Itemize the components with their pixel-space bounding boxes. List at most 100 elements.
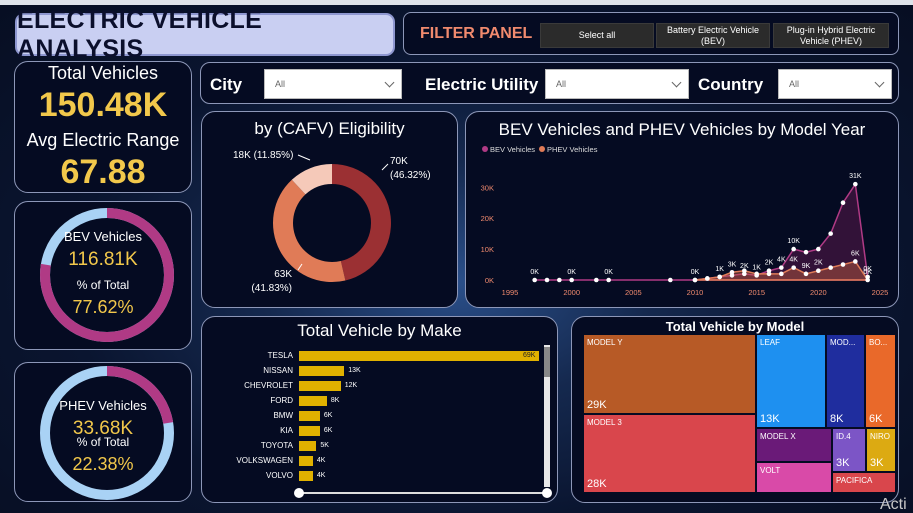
vertical-scrollbar-thumb[interactable]	[544, 347, 550, 377]
data-point[interactable]	[717, 274, 722, 280]
treemap-tile[interactable]: ID.4 3K	[832, 428, 866, 472]
vertical-scrollbar[interactable]	[544, 345, 550, 487]
donut-label-63k-pct: (41.83%)	[251, 283, 292, 294]
activation-watermark: Acti	[880, 496, 907, 513]
data-point[interactable]	[779, 265, 784, 270]
data-point[interactable]	[606, 277, 611, 283]
data-point[interactable]	[569, 277, 574, 283]
data-point[interactable]	[791, 246, 796, 252]
data-label: 6K	[851, 250, 860, 257]
make-bar-value: 6K	[323, 412, 333, 419]
data-point[interactable]	[692, 277, 698, 283]
make-bar[interactable]	[299, 456, 313, 466]
phev-area	[694, 260, 870, 281]
legend-marker-0	[482, 146, 488, 152]
make-bar[interactable]	[299, 351, 539, 361]
data-point[interactable]	[828, 231, 833, 236]
x-tick-label: 2020	[810, 288, 827, 297]
data-point[interactable]	[594, 277, 599, 283]
data-point[interactable]	[803, 271, 809, 277]
model-year-area-card: BEV Vehicles and PHEV Vehicles by Model …	[465, 111, 899, 308]
data-point[interactable]	[853, 181, 858, 187]
legend-label-1: PHEV Vehicles	[547, 145, 598, 154]
treemap-tile[interactable]: VOLT	[756, 462, 832, 493]
total-vehicles-value: 150.48K	[38, 86, 168, 124]
data-point[interactable]	[766, 271, 772, 277]
range-slider-start-handle[interactable]	[294, 488, 304, 498]
donut-slice-1[interactable]	[273, 179, 346, 282]
y-tick-label: 10K	[481, 245, 494, 254]
treemap-tile[interactable]: PACIFICA	[832, 472, 896, 493]
data-point[interactable]	[668, 277, 673, 283]
make-label: CHEVROLET	[244, 381, 293, 390]
make-bar[interactable]	[299, 381, 341, 391]
chevron-down-icon	[671, 77, 682, 88]
data-point[interactable]	[865, 277, 870, 283]
data-label: 0K	[567, 269, 576, 276]
make-bar[interactable]	[299, 426, 320, 436]
treemap-tile-value: 6K	[869, 413, 883, 425]
dashboard-title-text: ELECTRIC VEHICLE ANALYSIS	[17, 5, 263, 63]
data-point[interactable]	[816, 246, 821, 252]
treemap-tile[interactable]: MODEL 3 28K	[583, 414, 756, 493]
filter-panel-label: FILTER PANEL	[420, 25, 533, 42]
data-point[interactable]	[557, 277, 562, 283]
donut-slice-0[interactable]	[332, 164, 391, 281]
data-point[interactable]	[544, 277, 550, 283]
range-slider-end-handle[interactable]	[542, 488, 552, 498]
data-point[interactable]	[779, 271, 784, 277]
data-point[interactable]	[729, 269, 735, 275]
phev-card: PHEV Vehicles 33.68K % of Total 22.38%	[14, 362, 192, 502]
data-point[interactable]	[828, 265, 833, 270]
treemap-tile-name: NIRO	[870, 432, 890, 441]
make-label: VOLKSWAGEN	[236, 456, 293, 465]
horizontal-scrollbar[interactable]	[299, 492, 547, 494]
electric-utility-dropdown[interactable]: All	[545, 69, 689, 99]
data-label: 3K	[728, 261, 737, 268]
country-dropdown[interactable]: All	[778, 69, 892, 99]
city-dropdown[interactable]: All	[264, 69, 402, 99]
data-point[interactable]	[754, 271, 759, 277]
make-bar-value: 12K	[344, 382, 358, 389]
make-label: BMW	[273, 411, 293, 420]
y-tick-label: 20K	[481, 214, 494, 223]
make-bar[interactable]	[299, 396, 327, 406]
make-bar[interactable]	[299, 411, 320, 421]
data-label: 4K	[777, 257, 786, 264]
treemap-tile[interactable]: MODEL X	[756, 428, 832, 462]
model-year-area-chart: BEV Vehicles PHEV Vehicles 0K 10K 20K 30K 1995…	[481, 145, 889, 297]
data-point[interactable]	[840, 200, 846, 206]
chevron-down-icon	[874, 77, 885, 88]
data-point[interactable]	[532, 277, 537, 283]
donut-slice-2[interactable]	[291, 164, 332, 195]
avg-range-label: Avg Electric Range	[26, 130, 180, 150]
treemap-tile-value: 28K	[587, 478, 607, 490]
bev-area	[534, 182, 869, 281]
treemap-tile[interactable]: MOD... 8K	[826, 334, 865, 428]
data-point[interactable]	[840, 262, 846, 267]
filter-phev-button[interactable]: Plug-in Hybrid Electric Vehicle (PHEV)	[773, 23, 889, 48]
data-point[interactable]	[742, 268, 747, 274]
make-bar-title: Total Vehicle by Make	[297, 321, 462, 340]
treemap-tile-name: VOLT	[760, 466, 781, 475]
treemap-tile[interactable]: BO... 6K	[865, 334, 896, 428]
treemap-tile[interactable]: LEAF 13K	[756, 334, 826, 428]
make-bar[interactable]	[299, 366, 345, 376]
treemap-tile[interactable]: MODEL Y 29K	[583, 334, 756, 414]
data-point[interactable]	[803, 249, 809, 255]
make-bar-value: 13K	[348, 367, 361, 374]
data-point[interactable]	[705, 276, 710, 281]
make-bar[interactable]	[299, 471, 313, 481]
data-point[interactable]	[853, 259, 858, 264]
filter-bev-button[interactable]: Battery Electric Vehicle (BEV)	[656, 23, 770, 48]
data-point[interactable]	[816, 268, 821, 274]
slicer-bar: City All Electric Utility All Country Al…	[200, 62, 899, 104]
donut-leader-18k	[297, 154, 311, 161]
treemap-tile-name: ID.4	[836, 432, 851, 441]
data-point[interactable]	[791, 265, 796, 270]
make-bar-value: 4K	[316, 472, 326, 479]
city-label: City	[210, 75, 243, 94]
treemap-tile[interactable]: NIRO 3K	[866, 428, 896, 472]
make-bar[interactable]	[299, 441, 317, 451]
filter-select-all-button[interactable]: Select all	[540, 23, 654, 48]
